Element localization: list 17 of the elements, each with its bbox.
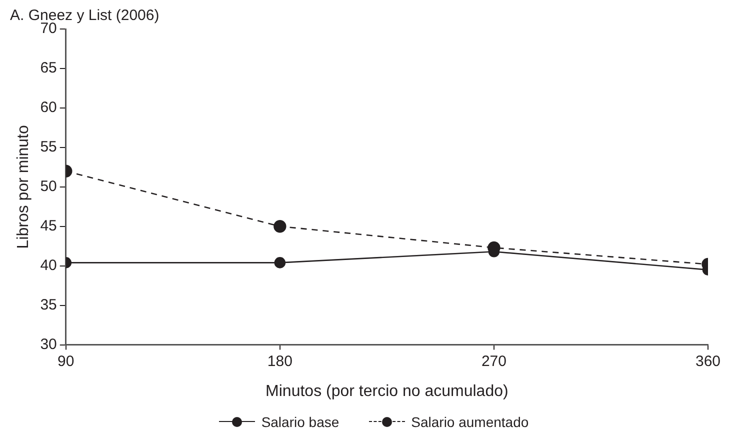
- y-tick-label: 55: [40, 138, 57, 156]
- y-tick-label: 45: [40, 218, 57, 235]
- x-tick-label: 270: [481, 352, 506, 370]
- y-tick-label: 60: [40, 99, 57, 116]
- y-tick-label: 40: [40, 256, 57, 274]
- x-axis-title: Minutos (por tercio no acumulado): [266, 382, 508, 400]
- y-tick-label: 50: [40, 178, 57, 196]
- y-tick-label: 35: [40, 296, 57, 314]
- y-tick-label: 70: [40, 20, 57, 38]
- x-tick-label: 360: [695, 352, 721, 370]
- y-tick-label: 30: [40, 336, 57, 353]
- y-axis-title: Libros por minuto: [15, 124, 32, 249]
- y-tick-label: 65: [40, 60, 57, 77]
- legend-label: Salario base: [261, 414, 340, 430]
- x-tick-label: 90: [58, 352, 74, 370]
- x-tick-label: 180: [267, 352, 292, 370]
- legend-label: Salario aumentado: [411, 414, 529, 430]
